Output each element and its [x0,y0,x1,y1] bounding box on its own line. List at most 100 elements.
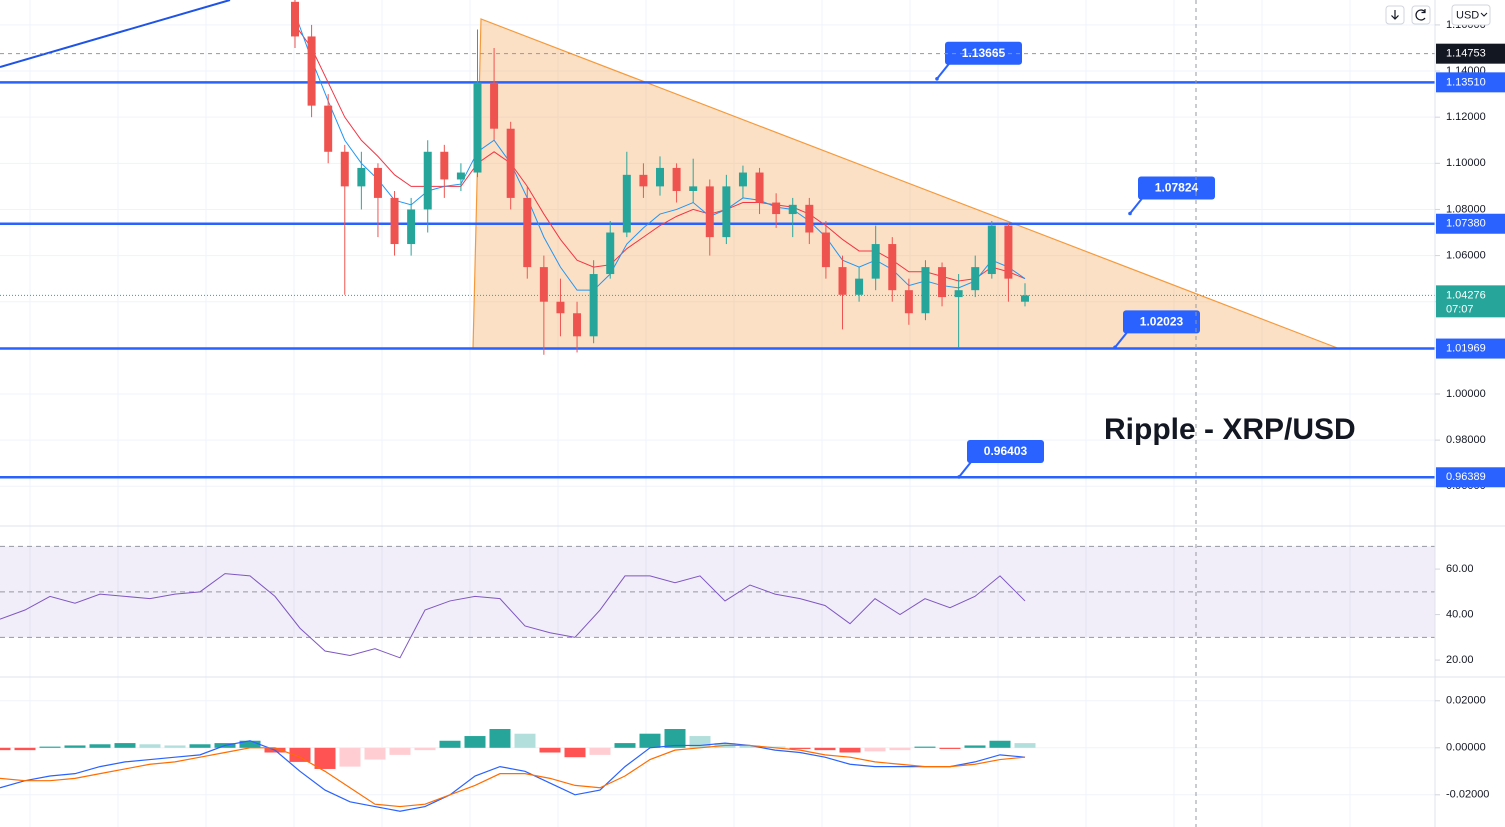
candle-body [738,172,747,187]
level-price-box [1436,72,1505,93]
histogram-bar [664,728,686,748]
arrow-icon [1391,10,1399,20]
price-axis: 0.960000.980001.000001.020001.040001.060… [1434,0,1505,827]
y-tick-label: -0.02000 [1446,789,1489,801]
last-price-label: 1.04276 [1446,289,1486,301]
chart-title: Ripple - XRP/USD [1104,413,1356,446]
moving-average-line [294,24,1026,282]
histogram-bar [939,747,961,749]
candle-body [888,244,897,291]
histogram-bar [889,747,911,751]
candle-body [539,267,548,302]
axis-background [1435,0,1505,827]
y-tick-label: 1.00000 [1446,388,1486,400]
candle-body [523,197,532,268]
reset-button[interactable] [1411,5,1431,25]
toolbar: USD [1385,4,1491,26]
candle-body [755,172,764,203]
histogram-bar [514,733,536,748]
candle-body [473,82,482,173]
histogram-bar [164,745,186,748]
candle-body [340,151,349,187]
histogram-bar [89,744,111,748]
callout-pointer [958,461,972,478]
candle-body [689,186,698,191]
candle-body [357,167,366,187]
level-price-label: 1.01969 [1446,342,1486,354]
histogram-bar [389,747,411,755]
level-price-label: 0.96389 [1446,471,1486,483]
y-tick-label: 1.10000 [1446,157,1486,169]
candle-body [373,167,382,198]
plot-layer: 1.13665 1.07824 1.02023 0.96403 [0,0,1435,812]
callout-label: 1.02023 [1140,314,1184,328]
currency-label: USD [1456,9,1479,21]
histogram-bar [614,743,636,748]
histogram-bar [239,740,261,748]
y-tick-label: 0.02000 [1446,695,1486,707]
callout-anchor [1113,345,1117,350]
candle-body [805,204,814,233]
histogram-bar [814,747,836,751]
histogram-bar [839,747,861,753]
moving-average-line [294,13,1026,291]
callout-anchor [957,475,961,479]
level-price-box [1436,467,1505,488]
candle-body [954,290,963,298]
candle-body [987,225,996,275]
candle-body [606,232,615,275]
candle-body [1021,295,1029,302]
callout-pointer [1129,197,1143,215]
candle-body [722,186,731,238]
histogram-bar [539,747,561,753]
macd-line [0,740,1026,812]
histogram-bar [489,728,511,748]
candle-body [1004,225,1013,279]
currency-button[interactable] [1451,4,1491,26]
callout-box [945,41,1022,65]
y-tick-label: 1.08000 [1446,203,1486,215]
histogram-bar [739,745,761,748]
histogram-bar [589,747,611,755]
histogram-bar [564,747,586,758]
candle-body [788,204,797,215]
candle-body [772,202,781,215]
candle-body [390,197,399,245]
candle-body [672,167,681,191]
histogram-bar [0,747,11,751]
histogram-bar [139,744,161,748]
reset-icon [1415,9,1426,21]
y-tick-label: 0.00000 [1446,742,1486,754]
callout-anchor [1128,211,1132,216]
candle-body [556,301,565,314]
candle-body [423,151,432,210]
candle-body [324,105,333,152]
histogram-bar [14,747,36,751]
level-price-label: 1.13510 [1446,76,1486,88]
callout-label: 0.96403 [984,444,1028,458]
histogram-bar [914,746,936,748]
candle-body [622,174,631,233]
candle-body [921,267,930,314]
y-tick-label: 20.00 [1446,654,1474,666]
candle-body [904,290,913,314]
candle-body [490,82,499,129]
candle-body [573,313,582,337]
countdown-label: 07:07 [1446,303,1474,315]
candle-body [589,274,598,337]
dropdown-icon [1480,12,1488,17]
level-price-box [1436,338,1505,359]
candle-body [838,267,847,295]
candle-body [971,267,980,291]
histogram-bar [64,745,86,748]
histogram-bar [289,747,311,762]
callout-pointer [936,63,950,80]
callout-label: 1.13665 [962,46,1006,60]
callout-pointer [1114,331,1128,348]
candle-body [639,174,648,187]
histogram-bar [439,740,461,748]
price-pane: 1.13665 1.07824 1.02023 0.96403 [0,0,1435,479]
candle-body [506,128,515,198]
